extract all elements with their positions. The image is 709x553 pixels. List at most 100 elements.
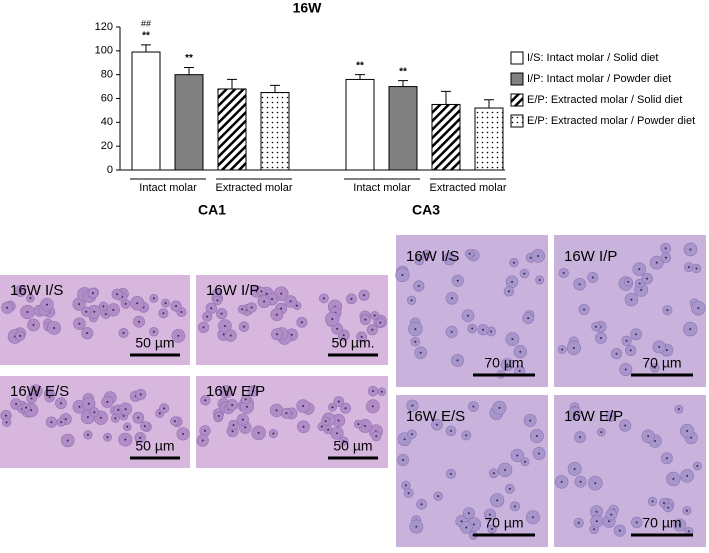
error-bar [484,99,494,109]
nucleus [535,435,538,438]
nucleus [460,520,463,523]
nucleus [599,336,602,339]
nucleus [658,345,661,348]
nucleus [244,398,247,401]
nucleus [519,350,522,353]
nucleus [573,467,576,470]
nucleus [117,408,120,411]
micrograph: 16W I/P 50 µm. [196,275,388,365]
nucleus [686,430,689,433]
nucleus [158,412,161,415]
nucleus [124,438,127,441]
nucleus [106,436,109,439]
nucleus [342,440,345,443]
nucleus [6,306,9,309]
nucleus [60,421,63,424]
bar [174,74,204,171]
nucleus [289,300,292,303]
nucleus [124,302,127,305]
nucleus [537,254,540,257]
nucleus [516,454,519,457]
nucleus [232,424,235,427]
nucleus [630,298,633,301]
legend-label: I/S: Intact molar / Solid diet [527,52,658,64]
nucleus [337,419,340,422]
nucleus [667,506,670,509]
nucleus [78,405,81,408]
nucleus [48,396,51,399]
nucleus [260,290,263,293]
nucleus [177,334,180,337]
nucleus [143,425,146,428]
error-bar [141,44,151,53]
nucleus [572,346,575,349]
nucleus [336,327,339,330]
nucleus [450,429,453,432]
nucleus [425,253,428,256]
error-bar [398,80,408,87]
nucleus [30,397,33,400]
nucleus [593,528,596,531]
nucleus [624,368,627,371]
nucleus [275,409,278,412]
nucleus [508,487,511,490]
nucleus [229,334,232,337]
nucleus [66,439,69,442]
nucleus [162,312,165,315]
nucleus [265,292,268,295]
legend-swatch [510,93,524,107]
nucleus [104,313,107,316]
nucleus [595,510,598,513]
nucleus [629,349,632,352]
y-tick-label: 60 [101,92,113,104]
nucleus [418,259,421,262]
nucleus [85,310,88,313]
nucleus [594,482,597,485]
nucleus [594,325,597,328]
nucleus [336,432,339,435]
y-tick-label: 100 [95,45,113,57]
nucleus [357,423,360,426]
nucleus [488,513,491,516]
nucleus [665,457,668,460]
scale-label: 50 µm [135,438,174,454]
error-bar [184,67,194,75]
nucleus [591,276,594,279]
micrograph: 16W E/S 70 µm [396,395,548,547]
nucleus [403,438,406,441]
nucleus [450,330,453,333]
legend-swatch [510,51,524,65]
nucleus [175,305,178,308]
nucleus [635,521,638,524]
nucleus [87,402,90,405]
nucleus [29,297,32,300]
nucleus [126,425,129,428]
nucleus [472,405,475,408]
y-tick-label: 0 [107,164,113,176]
nucleus [696,464,699,467]
scale-label: 70 µm [642,515,681,531]
nucleus [371,328,374,331]
nucleus [624,424,627,427]
nucleus [504,468,507,471]
nucleus [538,278,541,281]
scale-label: 70 µm [642,355,681,371]
y-tick-label: 80 [101,69,113,81]
nucleus [610,415,613,418]
nucleus [285,412,288,415]
nucleus [53,326,56,329]
nucleus [93,310,96,313]
nucleus [578,283,581,286]
nucleus [685,509,688,512]
nucleus [577,521,580,524]
scale-label: 70 µm [484,355,523,371]
nucleus [223,325,226,328]
nucleus [138,320,141,323]
nucleus [506,363,509,366]
nucleus [102,305,105,308]
group-label: Extracted molar [429,182,506,194]
nucleus [375,435,378,438]
nucleus [689,328,692,331]
nucleus [300,321,303,324]
nucleus [677,408,680,411]
